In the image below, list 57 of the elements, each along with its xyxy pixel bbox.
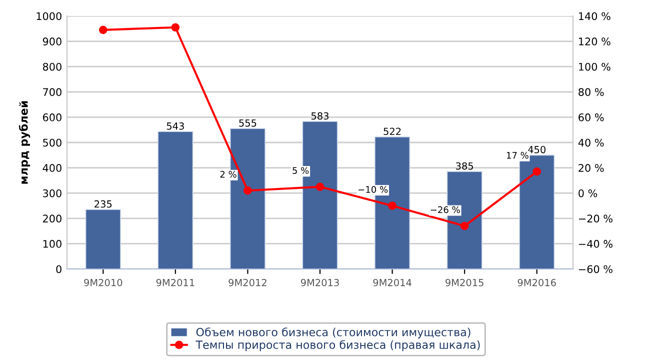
point bbox=[98, 26, 108, 34]
data-label: 450 bbox=[528, 146, 546, 154]
data-label: −10 % bbox=[358, 186, 388, 193]
data-label: 583 bbox=[311, 112, 328, 120]
bar bbox=[85, 209, 121, 269]
y-tick-label: 400 bbox=[42, 164, 62, 172]
legend-label: Темпы прироста нового бизнеса (правая шкала) bbox=[196, 340, 480, 352]
y-tick-label: 1000 bbox=[36, 12, 62, 20]
data-label: 2 % bbox=[220, 170, 236, 178]
y-tick-label: 200 bbox=[43, 214, 62, 223]
data-label: 385 bbox=[456, 162, 473, 170]
y-tick-label: 0 bbox=[56, 265, 62, 274]
bar bbox=[158, 131, 194, 269]
data-label: 522 bbox=[384, 128, 401, 136]
y-tick-label: 800 bbox=[42, 62, 62, 71]
x-tick-label: 9M2014 bbox=[373, 278, 412, 286]
y-tick-label: 900 bbox=[42, 38, 62, 46]
point bbox=[532, 167, 542, 176]
bar bbox=[374, 136, 410, 269]
y2-tick-label: 40 % bbox=[578, 138, 604, 147]
legend-label: Объем нового бизнеса (стоимости имущества) bbox=[196, 328, 470, 338]
point bbox=[388, 202, 396, 210]
y2-tick-label: 60 % bbox=[578, 113, 604, 122]
point bbox=[171, 23, 180, 32]
x-tick-label: 9M2016 bbox=[518, 278, 556, 286]
data-label: 17 % bbox=[506, 152, 528, 159]
bar bbox=[446, 171, 482, 269]
y2-tick-label: 80 % bbox=[578, 88, 604, 96]
y2-tick-label: 0 % bbox=[578, 189, 598, 198]
x-tick-label: 9M2011 bbox=[156, 278, 194, 286]
data-label: 555 bbox=[239, 119, 256, 127]
x-tick-label: 9M2015 bbox=[446, 278, 484, 286]
point bbox=[460, 222, 469, 230]
y-tick-label: 500 bbox=[43, 138, 62, 147]
x-tick-label: 9M2012 bbox=[228, 278, 266, 286]
data-label: −26 % bbox=[430, 206, 460, 214]
data-label: 543 bbox=[166, 122, 184, 130]
y-tick-label: 300 bbox=[43, 189, 62, 198]
y-tick-label: 700 bbox=[43, 88, 62, 96]
y2-tick-label: −60 % bbox=[578, 265, 612, 274]
y2-tick-label: −20 % bbox=[578, 214, 612, 223]
y-tick-label: 100 bbox=[43, 240, 62, 248]
point bbox=[316, 182, 324, 191]
bar bbox=[302, 121, 338, 269]
point bbox=[244, 186, 252, 195]
y-axis-title: млрд рублей bbox=[18, 101, 30, 184]
x-tick-label: 9M2010 bbox=[84, 278, 122, 286]
y-tick-label: 600 bbox=[42, 113, 62, 122]
y2-tick-label: 140 % bbox=[579, 12, 610, 20]
bar bbox=[230, 128, 266, 269]
y2-tick-label: −40 % bbox=[578, 240, 612, 248]
data-label: 5 % bbox=[292, 167, 309, 174]
y2-tick-label: 20 % bbox=[578, 164, 604, 172]
x-tick-label: 9M2013 bbox=[300, 278, 339, 286]
data-label: 235 bbox=[94, 200, 112, 208]
y2-tick-label: 100 % bbox=[579, 62, 610, 71]
y2-tick-label: 120 % bbox=[579, 38, 610, 46]
